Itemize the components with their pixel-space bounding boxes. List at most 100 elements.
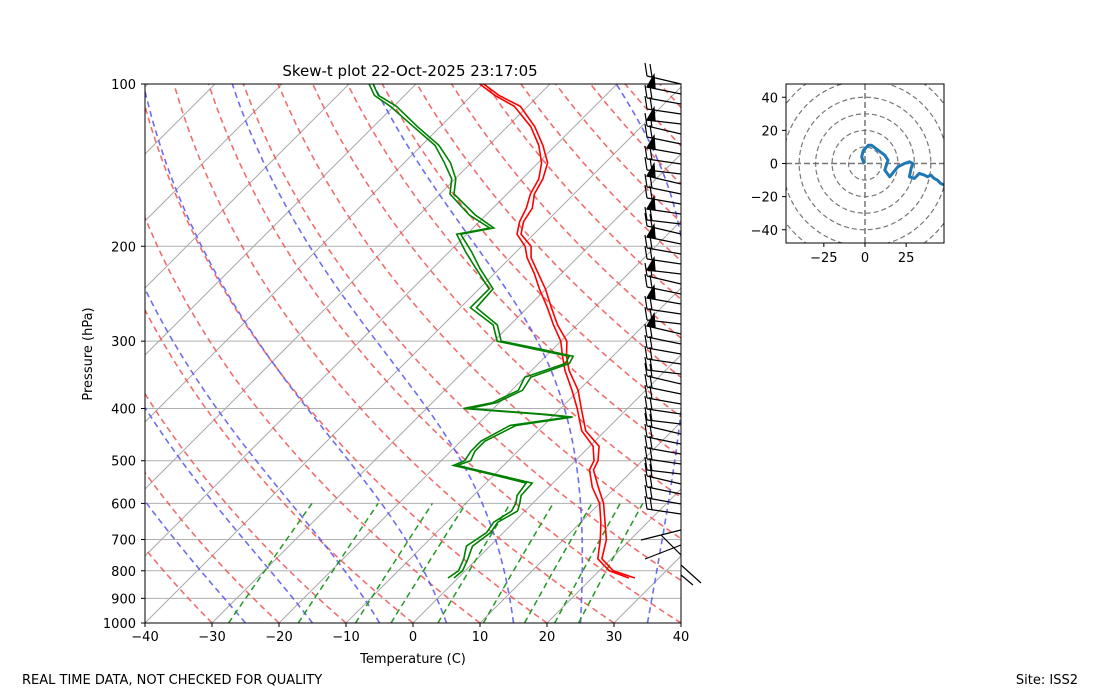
wind-barb [645, 255, 682, 275]
skewt-x-tick-label: −20 [265, 630, 292, 645]
wind-barb [644, 145, 682, 165]
wind-barbs [640, 62, 702, 586]
wind-barb [660, 534, 682, 556]
hodograph-trace [860, 143, 944, 187]
wind-barb [644, 395, 682, 415]
wind-barb-flag [649, 324, 653, 339]
wind-barb-flag [649, 96, 653, 111]
mixing-ratio-line [297, 502, 379, 623]
isotherm-line [278, 220, 681, 623]
moist-adiabat [145, 287, 381, 623]
wind-barb-flag [649, 457, 653, 472]
wind-barb-flag [649, 485, 653, 500]
wind-barb-staff [646, 408, 682, 415]
wind-barb-flag [649, 124, 653, 139]
hodograph-wind-trace [860, 143, 944, 187]
temperature-trace-duplicate [483, 84, 636, 579]
wind-barb-flag [649, 435, 653, 450]
skewt-y-tick-label: 200 [111, 240, 136, 255]
wind-barb-staff [660, 534, 682, 556]
isotherm-line [680, 622, 681, 623]
wind-barb [644, 373, 682, 395]
wind-barb-flag [649, 335, 653, 350]
isotherm-line [412, 354, 681, 623]
wind-barb-flag [644, 384, 648, 399]
wind-barb [644, 495, 682, 515]
wind-barb-staff [646, 386, 682, 395]
skewt-y-tick-label: 500 [111, 455, 136, 470]
wind-barb-flag [644, 95, 648, 110]
wind-barb [644, 262, 682, 285]
isotherm-line [748, 84, 1100, 623]
wind-barb [644, 473, 682, 495]
wind-barb-flag [644, 295, 648, 310]
wind-barb-flag [644, 445, 648, 460]
wind-barb-staff [646, 158, 682, 165]
wind-barb [644, 423, 682, 445]
moist-adiabat [145, 406, 314, 623]
wind-barb-flag [649, 346, 653, 361]
skewt-x-label: Temperature (C) [359, 652, 466, 667]
isotherm-line [145, 86, 681, 623]
wind-barb-pennant [645, 311, 656, 328]
isotherm-line [145, 84, 350, 289]
wind-barb [644, 334, 682, 355]
wind-barb-flag [649, 463, 653, 478]
wind-barb-flag [649, 207, 653, 222]
wind-barb-flag [644, 334, 648, 349]
wind-barb-flag [644, 412, 648, 427]
mixing-ratio-line [482, 503, 554, 623]
wind-barb-flag [644, 473, 648, 488]
mixing-ratio-line [577, 503, 644, 623]
wind-barb-staff [646, 508, 682, 515]
wind-barb-flag [644, 212, 648, 227]
hodograph-y-tick-label: −20 [751, 191, 778, 206]
isotherm-line [145, 84, 551, 490]
wind-barb-flag [644, 373, 648, 388]
skewt-x-tick-label: 10 [472, 630, 489, 645]
skewt-series [368, 84, 636, 579]
wind-barb-pennant [645, 194, 656, 211]
dry-adiabat [659, 84, 681, 109]
wind-barb-flag [649, 185, 653, 200]
wind-barb-flag [649, 113, 653, 128]
wind-barb-pennant [645, 133, 656, 150]
wind-barb-staff [646, 275, 682, 285]
dry-adiabat [207, 84, 681, 623]
moist-adiabat [715, 84, 863, 623]
skewt-y-tick-label: 600 [111, 497, 136, 512]
skewt-y-tick-label: 400 [111, 403, 136, 418]
moist-adiabat [145, 87, 448, 623]
wind-barb-flag [649, 213, 653, 228]
isotherm-line [145, 84, 216, 155]
skewt-x-tick-label: 40 [673, 630, 690, 645]
wind-barb-flag [644, 62, 648, 77]
skewt-x-tick-label: −40 [131, 630, 158, 645]
wind-barb-staff [646, 369, 682, 375]
moist-adiabat [231, 84, 515, 623]
wind-barb-staff [646, 419, 682, 425]
wind-barb-flag [644, 234, 648, 249]
wind-barb [645, 72, 682, 95]
wind-barb-flag [644, 173, 648, 188]
wind-barb-flag [649, 396, 653, 411]
moist-adiabat [615, 84, 681, 623]
wind-barb-flag [649, 85, 653, 100]
wind-barb-staff [646, 308, 682, 315]
hodograph-x-tick-label: −25 [810, 251, 837, 266]
wind-barb-flag [644, 323, 648, 338]
isotherm-line [613, 555, 681, 623]
wind-barb-staff [646, 397, 682, 405]
wind-barb [644, 234, 682, 255]
wind-barb [644, 323, 682, 345]
wind-barb-flag [644, 123, 648, 138]
dry-adiabat [173, 84, 615, 623]
wind-barb-flag [649, 424, 653, 439]
wind-barb [644, 456, 682, 475]
wind-barb [644, 406, 682, 425]
dry-adiabat [555, 84, 681, 224]
skewt-x-tick-label: −10 [332, 630, 359, 645]
wind-barb-pennant [645, 161, 656, 178]
wind-barb [645, 311, 682, 335]
wind-barb-flag [649, 446, 653, 461]
